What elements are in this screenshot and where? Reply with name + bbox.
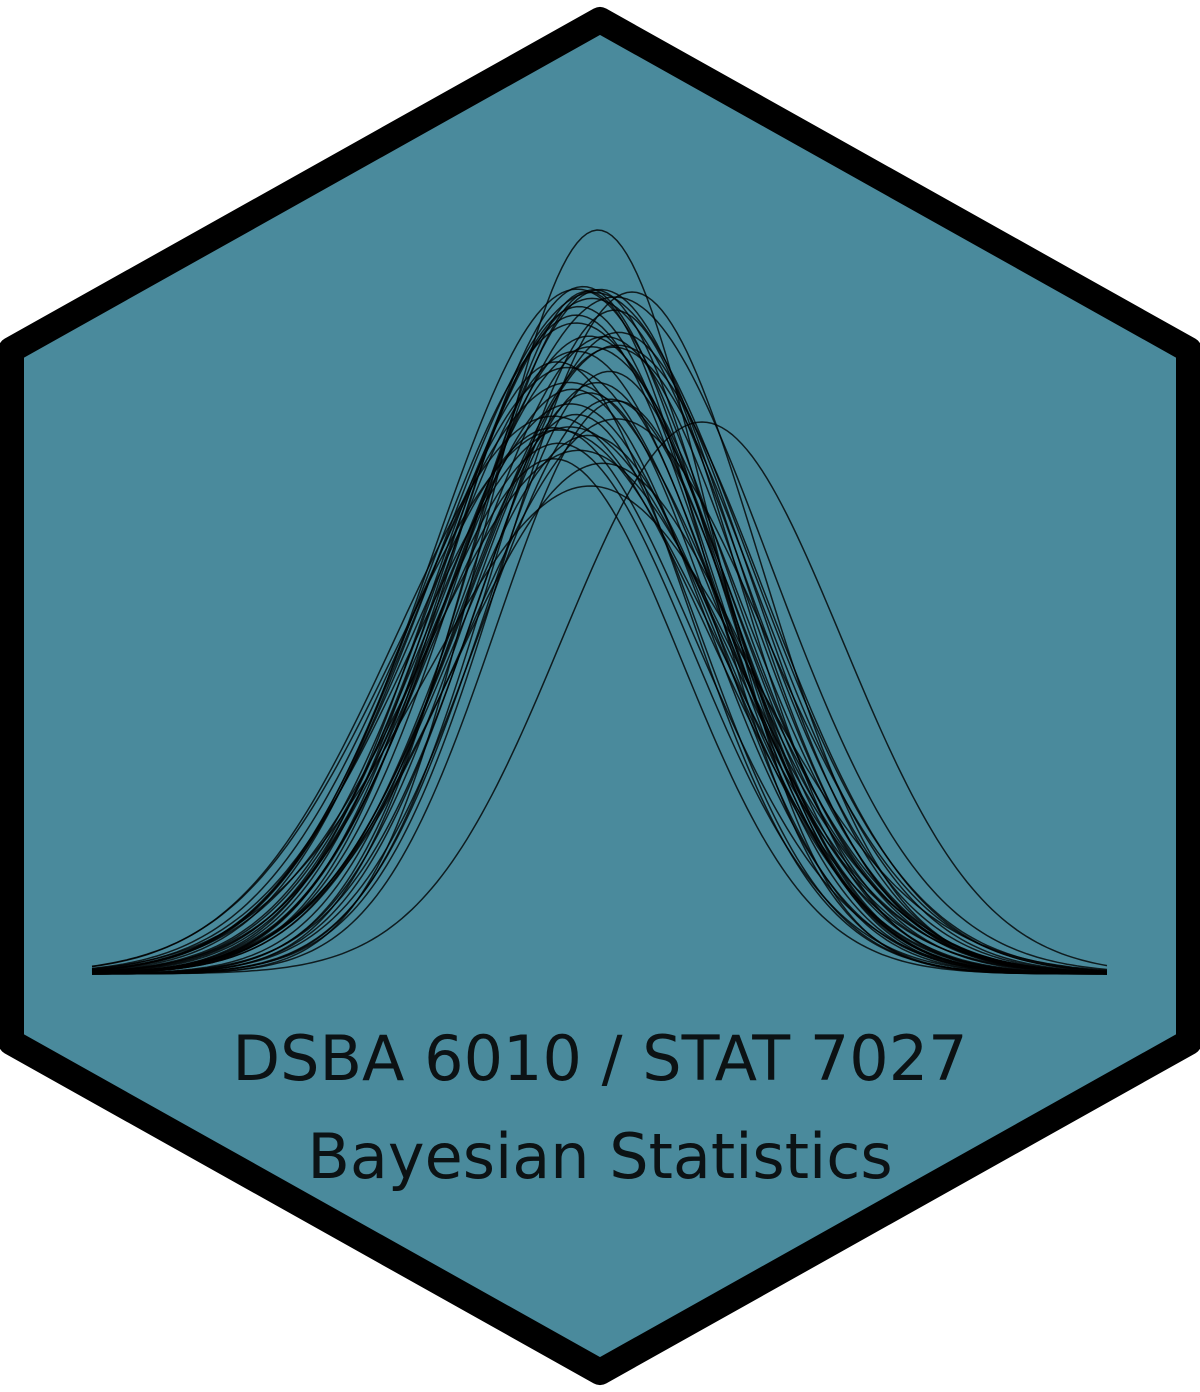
density-curve	[92, 421, 1108, 975]
course-name: Bayesian Statistics	[307, 1120, 892, 1193]
density-curve	[91, 458, 1108, 975]
density-curve	[91, 335, 1108, 975]
density-curve	[91, 400, 1108, 975]
density-curve	[91, 418, 1108, 974]
density-curve	[91, 442, 1108, 975]
density-curve	[91, 346, 1108, 974]
density-curves-graphic	[91, 229, 1108, 975]
density-curve	[91, 297, 1108, 974]
density-curve	[91, 296, 1108, 973]
density-curve	[91, 426, 1108, 974]
density-curve	[91, 314, 1107, 975]
hexagon-background	[0, 7, 1200, 1385]
density-curve	[92, 290, 1108, 975]
density-curve	[91, 449, 1108, 974]
density-curve	[92, 291, 1108, 975]
course-codes: DSBA 6010 / STAT 7027	[232, 1022, 967, 1095]
density-curve	[91, 335, 1108, 975]
density-curve	[91, 485, 1108, 972]
density-curve	[92, 229, 1107, 975]
